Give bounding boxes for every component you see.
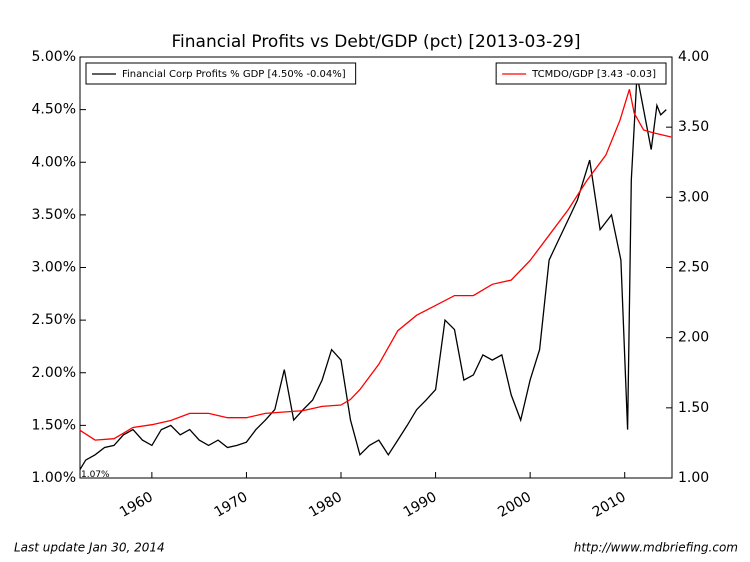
y2-tick-label: 3.00 bbox=[678, 189, 709, 205]
y-tick-label: 4.00% bbox=[32, 154, 76, 170]
y-tick-label: 4.50% bbox=[32, 102, 76, 118]
y-tick-label: 3.00% bbox=[32, 260, 76, 276]
y2-tick-label: 1.00 bbox=[678, 470, 709, 486]
x-tick-label: 1990 bbox=[401, 489, 440, 521]
legend-label: Financial Corp Profits % GDP [4.50% -0.0… bbox=[122, 69, 346, 80]
y-tick-label: 5.00% bbox=[32, 49, 76, 65]
series-line bbox=[79, 89, 672, 441]
y2-tick-label: 2.50 bbox=[678, 260, 709, 276]
y-tick-label: 1.00% bbox=[32, 470, 76, 486]
y2-tick-label: 4.00 bbox=[678, 49, 709, 65]
x-tick-label: 1970 bbox=[212, 489, 251, 521]
chart-title: Financial Profits vs Debt/GDP (pct) [201… bbox=[172, 32, 581, 52]
y-tick-label: 3.50% bbox=[32, 207, 76, 223]
y-tick-label: 2.00% bbox=[32, 365, 76, 381]
x-tick-label: 2000 bbox=[495, 489, 534, 521]
footer-right: http://www.mdbriefing.com bbox=[574, 541, 738, 555]
y2-tick-label: 1.50 bbox=[678, 400, 709, 416]
y2-tick-label: 2.00 bbox=[678, 330, 709, 346]
annotation: 1.07% bbox=[81, 470, 110, 480]
legend-box bbox=[495, 62, 667, 85]
x-tick-label: 1960 bbox=[117, 489, 156, 521]
y-tick-label: 2.50% bbox=[32, 312, 76, 328]
y-tick-label: 1.50% bbox=[32, 417, 76, 433]
legend-label: TCMDO/GDP [3.43 -0.03] bbox=[531, 69, 656, 80]
y2-tick-label: 3.50 bbox=[678, 119, 709, 135]
x-tick-label: 2010 bbox=[590, 489, 629, 521]
x-tick-label: 1980 bbox=[306, 489, 345, 521]
footer-left: Last update Jan 30, 2014 bbox=[14, 541, 165, 555]
plot-area bbox=[79, 56, 673, 479]
legend-box bbox=[85, 62, 357, 85]
series-line bbox=[79, 74, 667, 470]
